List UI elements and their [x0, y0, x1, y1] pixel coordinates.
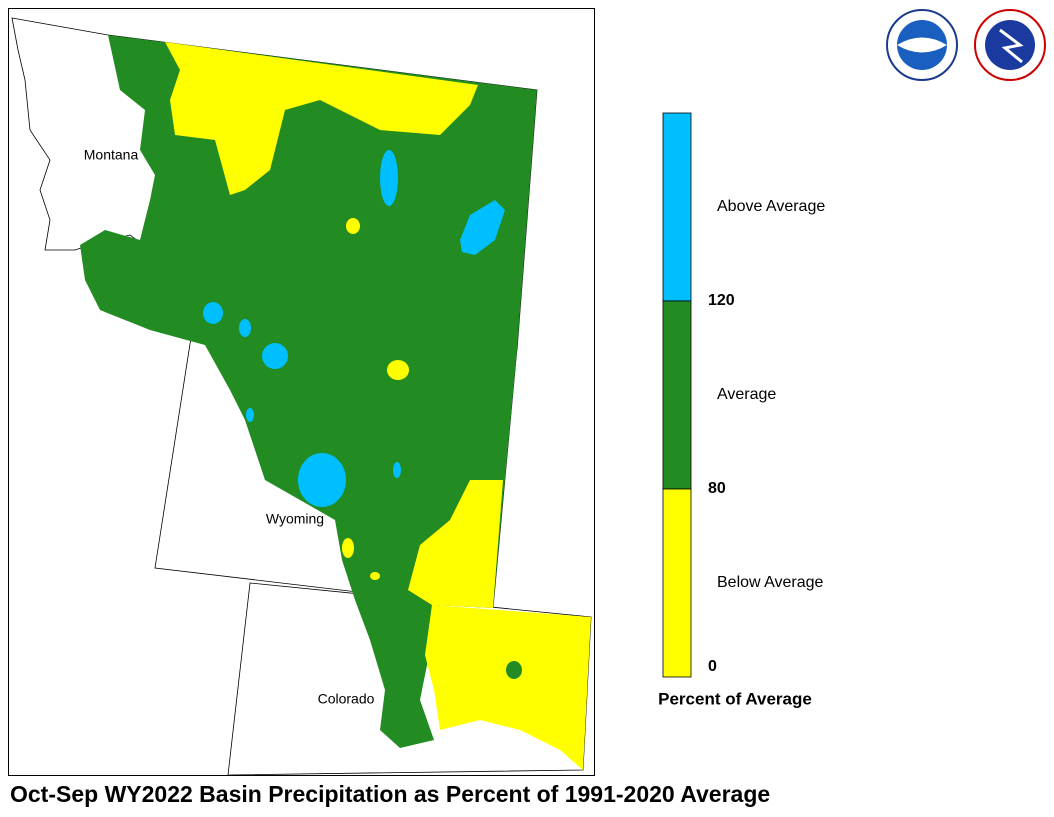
legend-tick-label: 80	[708, 480, 726, 497]
legend-swatch	[662, 300, 692, 490]
legend-tick-label: 0	[708, 658, 717, 675]
below-region	[408, 480, 503, 608]
legend: Percent of Average Above Average Average B…	[658, 112, 825, 708]
legend-title: Percent of Average	[658, 689, 812, 708]
state-label: Wyoming	[266, 511, 324, 527]
above-region	[460, 200, 505, 255]
legend-label: Average	[717, 386, 776, 403]
legend-tick-label: 120	[708, 292, 735, 309]
logos	[886, 9, 1046, 81]
nws-logo-inner	[985, 20, 1035, 70]
average-region	[506, 661, 522, 679]
state-label: Colorado	[318, 691, 375, 707]
above-region	[239, 319, 251, 337]
above-region	[393, 462, 401, 478]
noaa-logo-bird	[897, 37, 947, 53]
below-region	[370, 572, 380, 580]
legend-swatch	[662, 112, 692, 302]
below-region	[387, 360, 409, 380]
page-title: Oct-Sep WY2022 Basin Precipitation as Pe…	[10, 781, 770, 807]
legend-swatch	[662, 488, 692, 678]
above-region	[298, 453, 346, 507]
below-region	[425, 605, 591, 770]
below-region	[342, 538, 354, 558]
state-label: Montana	[84, 147, 139, 163]
below-region	[165, 42, 478, 195]
nws-logo-bolt	[999, 28, 1024, 64]
above-region	[262, 343, 288, 369]
legend-label: Below Average	[717, 574, 824, 591]
above-region	[203, 302, 223, 324]
map: Montana Wyoming Colorado	[8, 8, 595, 776]
legend-label: Above Average	[717, 198, 825, 215]
above-region	[380, 150, 398, 206]
below-region	[346, 218, 360, 234]
above-region	[246, 408, 254, 422]
